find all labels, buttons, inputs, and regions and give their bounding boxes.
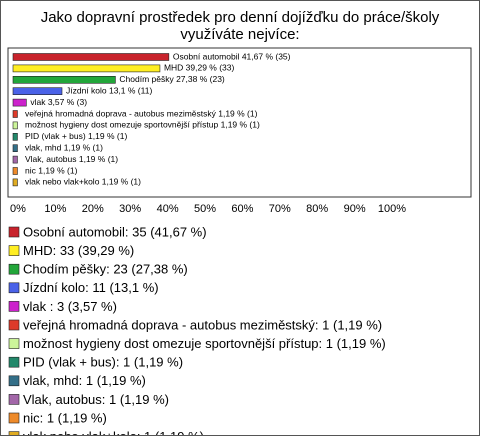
legend-label: vlak, mhd: 1 (1,19 %) xyxy=(23,373,146,388)
x-tick-label: 20% xyxy=(82,203,104,215)
x-tick-label: 50% xyxy=(194,203,216,215)
bar xyxy=(12,110,18,118)
bar xyxy=(12,144,18,152)
bar-label: Vlak, autobus 1,19 % (1) xyxy=(25,154,118,164)
bar-label: vlak nebo vlak+kolo 1,19 % (1) xyxy=(25,177,141,187)
legend-label: MHD: 33 (39,29 %) xyxy=(23,243,134,258)
bar xyxy=(12,87,63,95)
legend-swatch xyxy=(8,356,20,368)
legend-swatch xyxy=(8,375,20,387)
bar-label: MHD 39,29 % (33) xyxy=(164,63,235,73)
x-tick-label: 70% xyxy=(269,203,291,215)
chart-title: Jako dopravní prostředek pro denní dojíž… xyxy=(40,9,440,43)
bar xyxy=(12,64,161,73)
x-tick-label: 100% xyxy=(378,203,406,215)
bar xyxy=(12,121,18,130)
legend-label: Osobní automobil: 35 (41,67 %) xyxy=(23,224,207,239)
bar-label: vlak 3,57 % (3) xyxy=(30,97,87,107)
bar-label: vlak, mhd 1,19 % (1) xyxy=(25,142,103,152)
legend-swatch xyxy=(8,301,20,312)
bar-label: Osobní automobil 41,67 % (35) xyxy=(173,51,291,61)
plot-frame xyxy=(7,47,472,198)
bar-label: možnost hygieny dost omezuje sportovnějš… xyxy=(25,120,260,130)
legend-label: Jízdní kolo: 11 (13,1 %) xyxy=(23,280,159,295)
bar xyxy=(12,133,18,141)
legend-swatch xyxy=(8,282,20,294)
bar-label: Jízdní kolo 13,1 % (11) xyxy=(66,85,152,95)
legend-swatch xyxy=(8,263,20,275)
x-tick-label: 40% xyxy=(157,203,179,215)
legend-swatch xyxy=(8,412,20,424)
legend-label: možnost hygieny dost omezuje sportovnějš… xyxy=(23,336,386,351)
bar xyxy=(12,167,18,175)
bar xyxy=(12,155,18,164)
legend-label: veřejná hromadná doprava - autobus mezim… xyxy=(23,317,382,332)
legend-label: nic: 1 (1,19 %) xyxy=(23,410,107,425)
legend-swatch xyxy=(8,319,20,331)
bar xyxy=(12,98,27,107)
legend-label: PID (vlak + bus): 1 (1,19 %) xyxy=(23,355,183,370)
bar xyxy=(12,53,170,61)
legend-label: vlak : 3 (3,57 %) xyxy=(23,299,117,314)
legend-label: vlak nebo vlak+kolo: 1 (1,19 %) xyxy=(23,429,204,435)
legend-swatch xyxy=(8,394,20,405)
legend-label: Vlak, autobus: 1 (1,19 %) xyxy=(23,392,169,407)
bar xyxy=(12,178,18,187)
bar-label: Chodím pěšky 27,38 % (23) xyxy=(119,74,225,84)
legend-label: Chodím pěšky: 23 (27,38 %) xyxy=(23,262,188,277)
x-tick-label: 90% xyxy=(344,203,366,215)
x-tick-label: 0% xyxy=(10,203,26,215)
bar-label: nic 1,19 % (1) xyxy=(25,165,78,175)
x-tick-label: 60% xyxy=(231,203,253,215)
bar xyxy=(12,76,116,84)
legend-swatch xyxy=(8,245,20,256)
x-tick-label: 30% xyxy=(119,203,141,215)
bar-label: veřejná hromadná doprava - autobus mezim… xyxy=(25,108,258,118)
legend-swatch xyxy=(8,226,20,238)
bar-label: PID (vlak + bus) 1,19 % (1) xyxy=(25,131,127,141)
x-tick-label: 80% xyxy=(306,203,328,215)
x-tick-label: 10% xyxy=(44,203,66,215)
legend-swatch xyxy=(8,431,20,435)
legend-swatch xyxy=(8,338,20,349)
